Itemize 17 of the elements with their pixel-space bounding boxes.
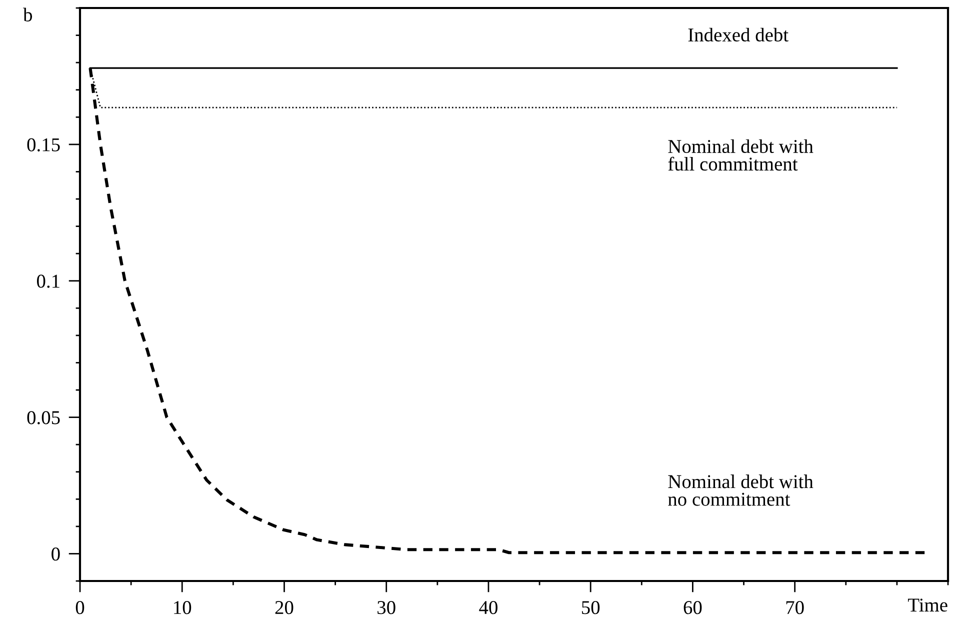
text: Nominal debt with no commitment bbox=[668, 474, 814, 506]
x-tick-label: 30 bbox=[378, 601, 396, 614]
y-tick-label: 0.15 bbox=[27, 138, 60, 152]
series-label: Nominal debt with full commitment bbox=[668, 139, 814, 171]
y-tick-label: 0.05 bbox=[27, 411, 60, 424]
y-axis-title: b bbox=[23, 8, 32, 22]
x-tick-label: 0 bbox=[76, 601, 84, 614]
x-tick-label: 70 bbox=[786, 601, 804, 614]
x-tick-label: 60 bbox=[684, 601, 702, 614]
y-tick-label: 0 bbox=[52, 548, 60, 561]
y-tick-label: 0.1 bbox=[36, 274, 60, 288]
x-tick-label: 20 bbox=[275, 601, 294, 614]
x-tick-label: 10 bbox=[174, 601, 192, 614]
series-label: Indexed debt bbox=[688, 28, 788, 42]
x-tick-label: 40 bbox=[479, 601, 498, 614]
x-axis-title: Time bbox=[908, 598, 948, 612]
x-tick-label: 50 bbox=[582, 601, 600, 614]
